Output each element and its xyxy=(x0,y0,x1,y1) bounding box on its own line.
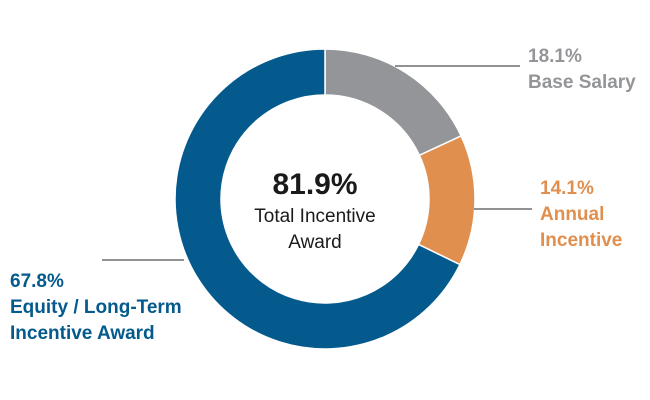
slice-equity xyxy=(174,48,461,350)
slice-label-annual-incentive: 14.1% Annual Incentive xyxy=(540,176,622,254)
center-label-line2: Award xyxy=(288,232,342,253)
center-label-line1: Total Incentive xyxy=(254,206,376,227)
slice-label-base-salary: 18.1% Base Salary xyxy=(528,44,636,96)
slice-name-label: Base Salary xyxy=(528,72,636,93)
slice-value-label: 14.1% xyxy=(540,178,594,199)
slice-base-salary xyxy=(324,48,463,157)
slice-value-label: 67.8% xyxy=(10,271,64,292)
slice-name-label: Annual xyxy=(540,204,605,225)
slice-label-equity: 67.8% Equity / Long-Term Incentive Award xyxy=(10,269,182,347)
donut-slices xyxy=(174,48,476,350)
leader-lines xyxy=(102,65,532,261)
center-value: 81.9% xyxy=(272,168,358,201)
slice-name-label-line2: Incentive xyxy=(540,230,623,251)
slice-annual-incentive xyxy=(417,134,476,266)
slice-name-label: Equity / Long-Term xyxy=(10,297,182,318)
slice-name-label-line2: Incentive Award xyxy=(10,323,155,344)
center-label: Total Incentive Award xyxy=(215,204,415,256)
slice-value-label: 18.1% xyxy=(528,46,582,67)
